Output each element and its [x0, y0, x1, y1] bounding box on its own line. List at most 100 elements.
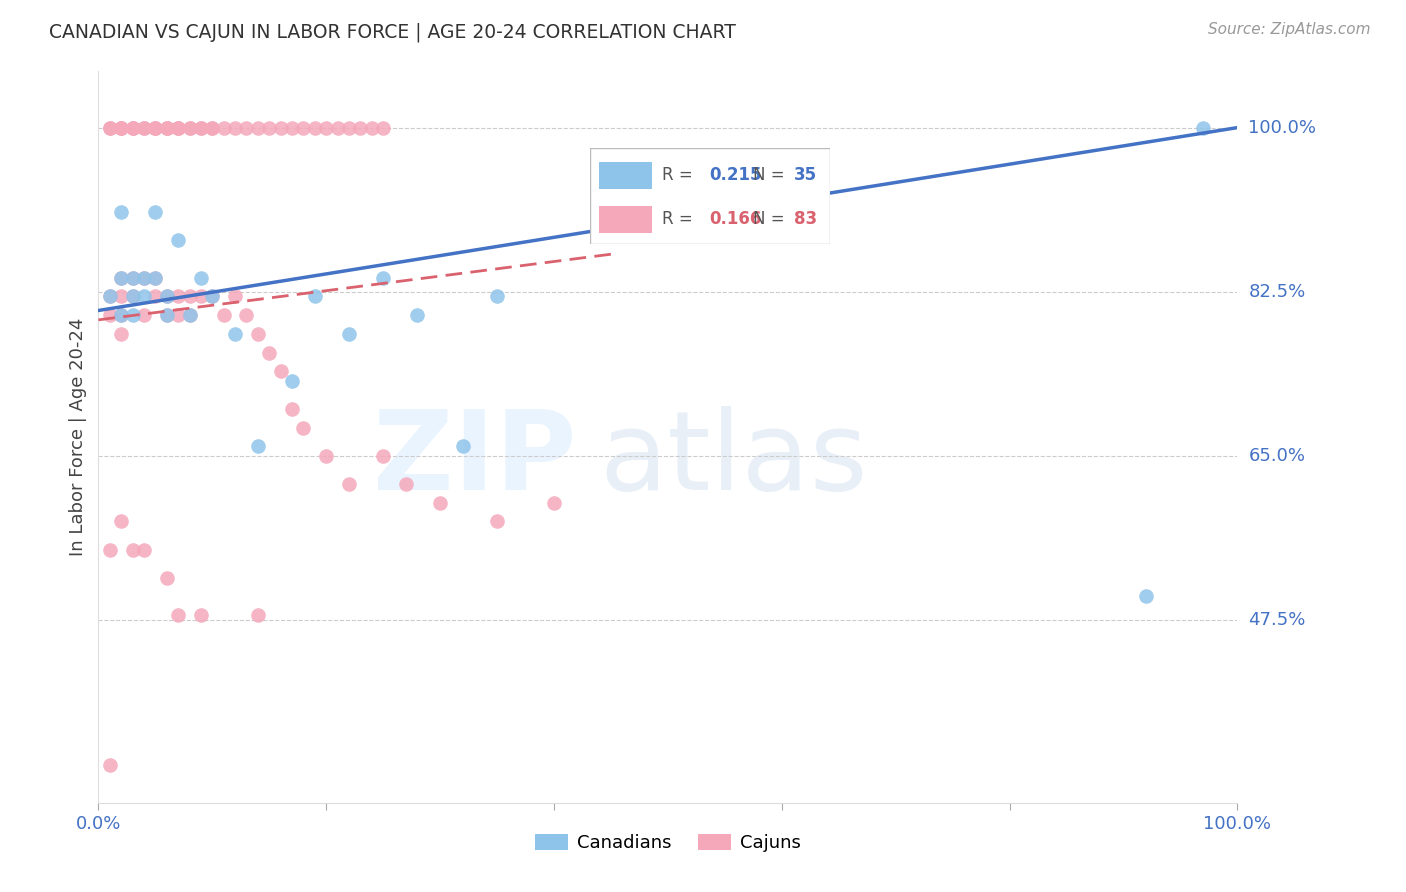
Point [190, 120, 212, 135]
Text: 35: 35 [793, 166, 817, 184]
Point [246, 608, 269, 623]
Point [212, 308, 235, 322]
Point [190, 120, 212, 135]
Point [371, 270, 394, 285]
Point [270, 120, 292, 135]
Point [121, 542, 143, 557]
Point [292, 420, 315, 434]
Point [167, 120, 190, 135]
Y-axis label: In Labor Force | Age 20-24: In Labor Force | Age 20-24 [69, 318, 87, 557]
Text: 83: 83 [793, 211, 817, 228]
Point [304, 289, 326, 303]
Point [235, 120, 257, 135]
Text: 47.5%: 47.5% [1249, 611, 1306, 629]
Point [121, 270, 143, 285]
Text: CANADIAN VS CAJUN IN LABOR FORCE | AGE 20-24 CORRELATION CHART: CANADIAN VS CAJUN IN LABOR FORCE | AGE 2… [49, 22, 737, 42]
Point [98, 120, 121, 135]
Point [201, 120, 224, 135]
Point [326, 120, 349, 135]
Point [98, 120, 121, 135]
Point [179, 120, 201, 135]
Point [270, 364, 292, 378]
Point [543, 496, 565, 510]
Point [132, 270, 155, 285]
Point [190, 608, 212, 623]
Point [190, 270, 212, 285]
Point [132, 289, 155, 303]
Text: 82.5%: 82.5% [1249, 283, 1306, 301]
Text: 0.215: 0.215 [710, 166, 762, 184]
Point [246, 326, 269, 341]
Point [371, 449, 394, 463]
Point [121, 120, 143, 135]
Point [167, 120, 190, 135]
Text: 0.166: 0.166 [710, 211, 762, 228]
Point [259, 345, 281, 359]
Point [167, 608, 190, 623]
Point [337, 326, 360, 341]
Point [235, 308, 257, 322]
Text: atlas: atlas [599, 406, 868, 513]
Text: R =: R = [662, 211, 697, 228]
Point [224, 120, 246, 135]
Point [156, 289, 179, 303]
Point [145, 270, 167, 285]
Point [110, 120, 132, 135]
Text: N =: N = [752, 166, 790, 184]
Point [292, 120, 315, 135]
Point [315, 120, 337, 135]
Point [110, 308, 132, 322]
Point [145, 120, 167, 135]
Point [360, 120, 382, 135]
Point [486, 289, 509, 303]
Point [132, 308, 155, 322]
Point [132, 270, 155, 285]
Text: 100.0%: 100.0% [1249, 119, 1316, 136]
Point [167, 308, 190, 322]
Point [281, 374, 304, 388]
Point [121, 289, 143, 303]
Point [224, 289, 246, 303]
Text: Source: ZipAtlas.com: Source: ZipAtlas.com [1208, 22, 1371, 37]
Point [201, 120, 224, 135]
Point [132, 120, 155, 135]
Point [145, 289, 167, 303]
Point [121, 120, 143, 135]
Point [304, 120, 326, 135]
Bar [599, 206, 652, 233]
Text: ZIP: ZIP [374, 406, 576, 513]
Point [246, 440, 269, 454]
Point [179, 120, 201, 135]
Point [121, 308, 143, 322]
Point [132, 120, 155, 135]
Point [145, 270, 167, 285]
Point [179, 289, 201, 303]
Point [145, 120, 167, 135]
Point [212, 120, 235, 135]
Point [167, 120, 190, 135]
Point [121, 270, 143, 285]
Bar [599, 161, 652, 188]
Point [190, 289, 212, 303]
Point [98, 308, 121, 322]
Point [179, 308, 201, 322]
Point [121, 120, 143, 135]
Point [98, 289, 121, 303]
Point [110, 120, 132, 135]
Point [337, 120, 360, 135]
Point [110, 515, 132, 529]
Legend: Canadians, Cajuns: Canadians, Cajuns [527, 827, 808, 860]
Point [156, 120, 179, 135]
Point [156, 308, 179, 322]
Point [281, 401, 304, 416]
Point [132, 542, 155, 557]
Point [145, 205, 167, 219]
Point [315, 449, 337, 463]
Point [451, 440, 474, 454]
Point [110, 205, 132, 219]
Point [281, 120, 304, 135]
Point [167, 289, 190, 303]
Point [429, 496, 451, 510]
Point [349, 120, 371, 135]
Point [110, 270, 132, 285]
